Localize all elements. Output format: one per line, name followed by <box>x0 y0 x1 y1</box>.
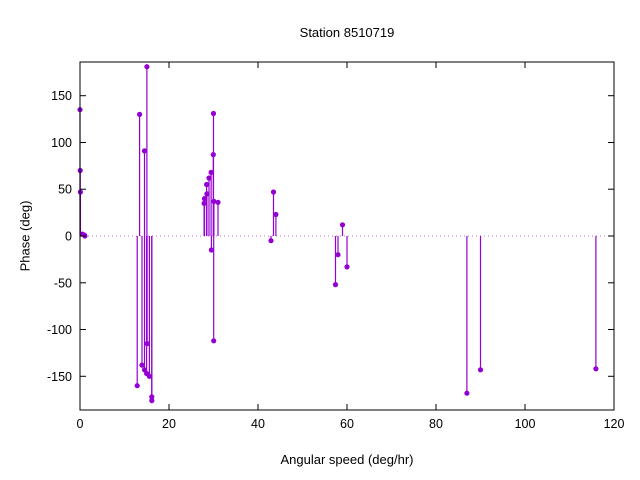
data-point <box>477 367 484 373</box>
x-tick-label: 80 <box>429 417 443 431</box>
data-point <box>139 362 145 368</box>
y-tick-label: -100 <box>47 323 72 337</box>
data-point <box>201 196 208 202</box>
data-point <box>332 282 339 288</box>
data-point <box>208 169 214 175</box>
data-point <box>210 152 216 158</box>
data-point <box>204 181 210 188</box>
chart-title: Station 8510719 <box>299 25 395 40</box>
data-point <box>149 394 155 400</box>
y-tick-label: 50 <box>58 183 72 197</box>
y-tick-label: -150 <box>47 370 72 384</box>
y-tick-label: 150 <box>51 89 72 103</box>
x-axis-label: Angular speed (deg/hr) <box>280 452 414 467</box>
data-point <box>335 252 341 258</box>
x-tick-label: 20 <box>162 417 176 431</box>
data-point <box>144 64 150 70</box>
x-tick-label: 60 <box>340 417 354 431</box>
data-point <box>204 191 210 197</box>
data-point <box>339 222 346 228</box>
y-axis-label: Phase (deg) <box>17 200 33 272</box>
x-tick-label: 0 <box>77 417 84 431</box>
data-point <box>215 199 221 205</box>
data-point <box>211 338 217 344</box>
data-point <box>208 247 214 253</box>
y-tick-label: 0 <box>65 230 72 244</box>
data-point <box>146 373 152 379</box>
data-point <box>206 175 212 181</box>
data-point <box>464 390 470 396</box>
data-point <box>211 198 217 204</box>
data-point <box>137 111 143 117</box>
x-tick-label: 40 <box>251 417 265 431</box>
plot-frame <box>79 61 615 411</box>
x-tick-label: 100 <box>515 417 536 431</box>
data-point <box>201 200 207 206</box>
data-point <box>210 110 217 117</box>
data-point <box>141 148 148 154</box>
data-point <box>144 341 150 347</box>
y-tick-label: -50 <box>54 276 72 290</box>
data-point <box>149 398 155 404</box>
data-point <box>344 264 350 270</box>
data-point <box>270 189 277 195</box>
y-tick-label: 100 <box>51 136 72 150</box>
data-point <box>273 211 279 218</box>
data-point <box>134 383 140 389</box>
data-point <box>268 238 274 244</box>
data-point <box>593 366 599 372</box>
x-tick-label: 120 <box>604 417 625 431</box>
